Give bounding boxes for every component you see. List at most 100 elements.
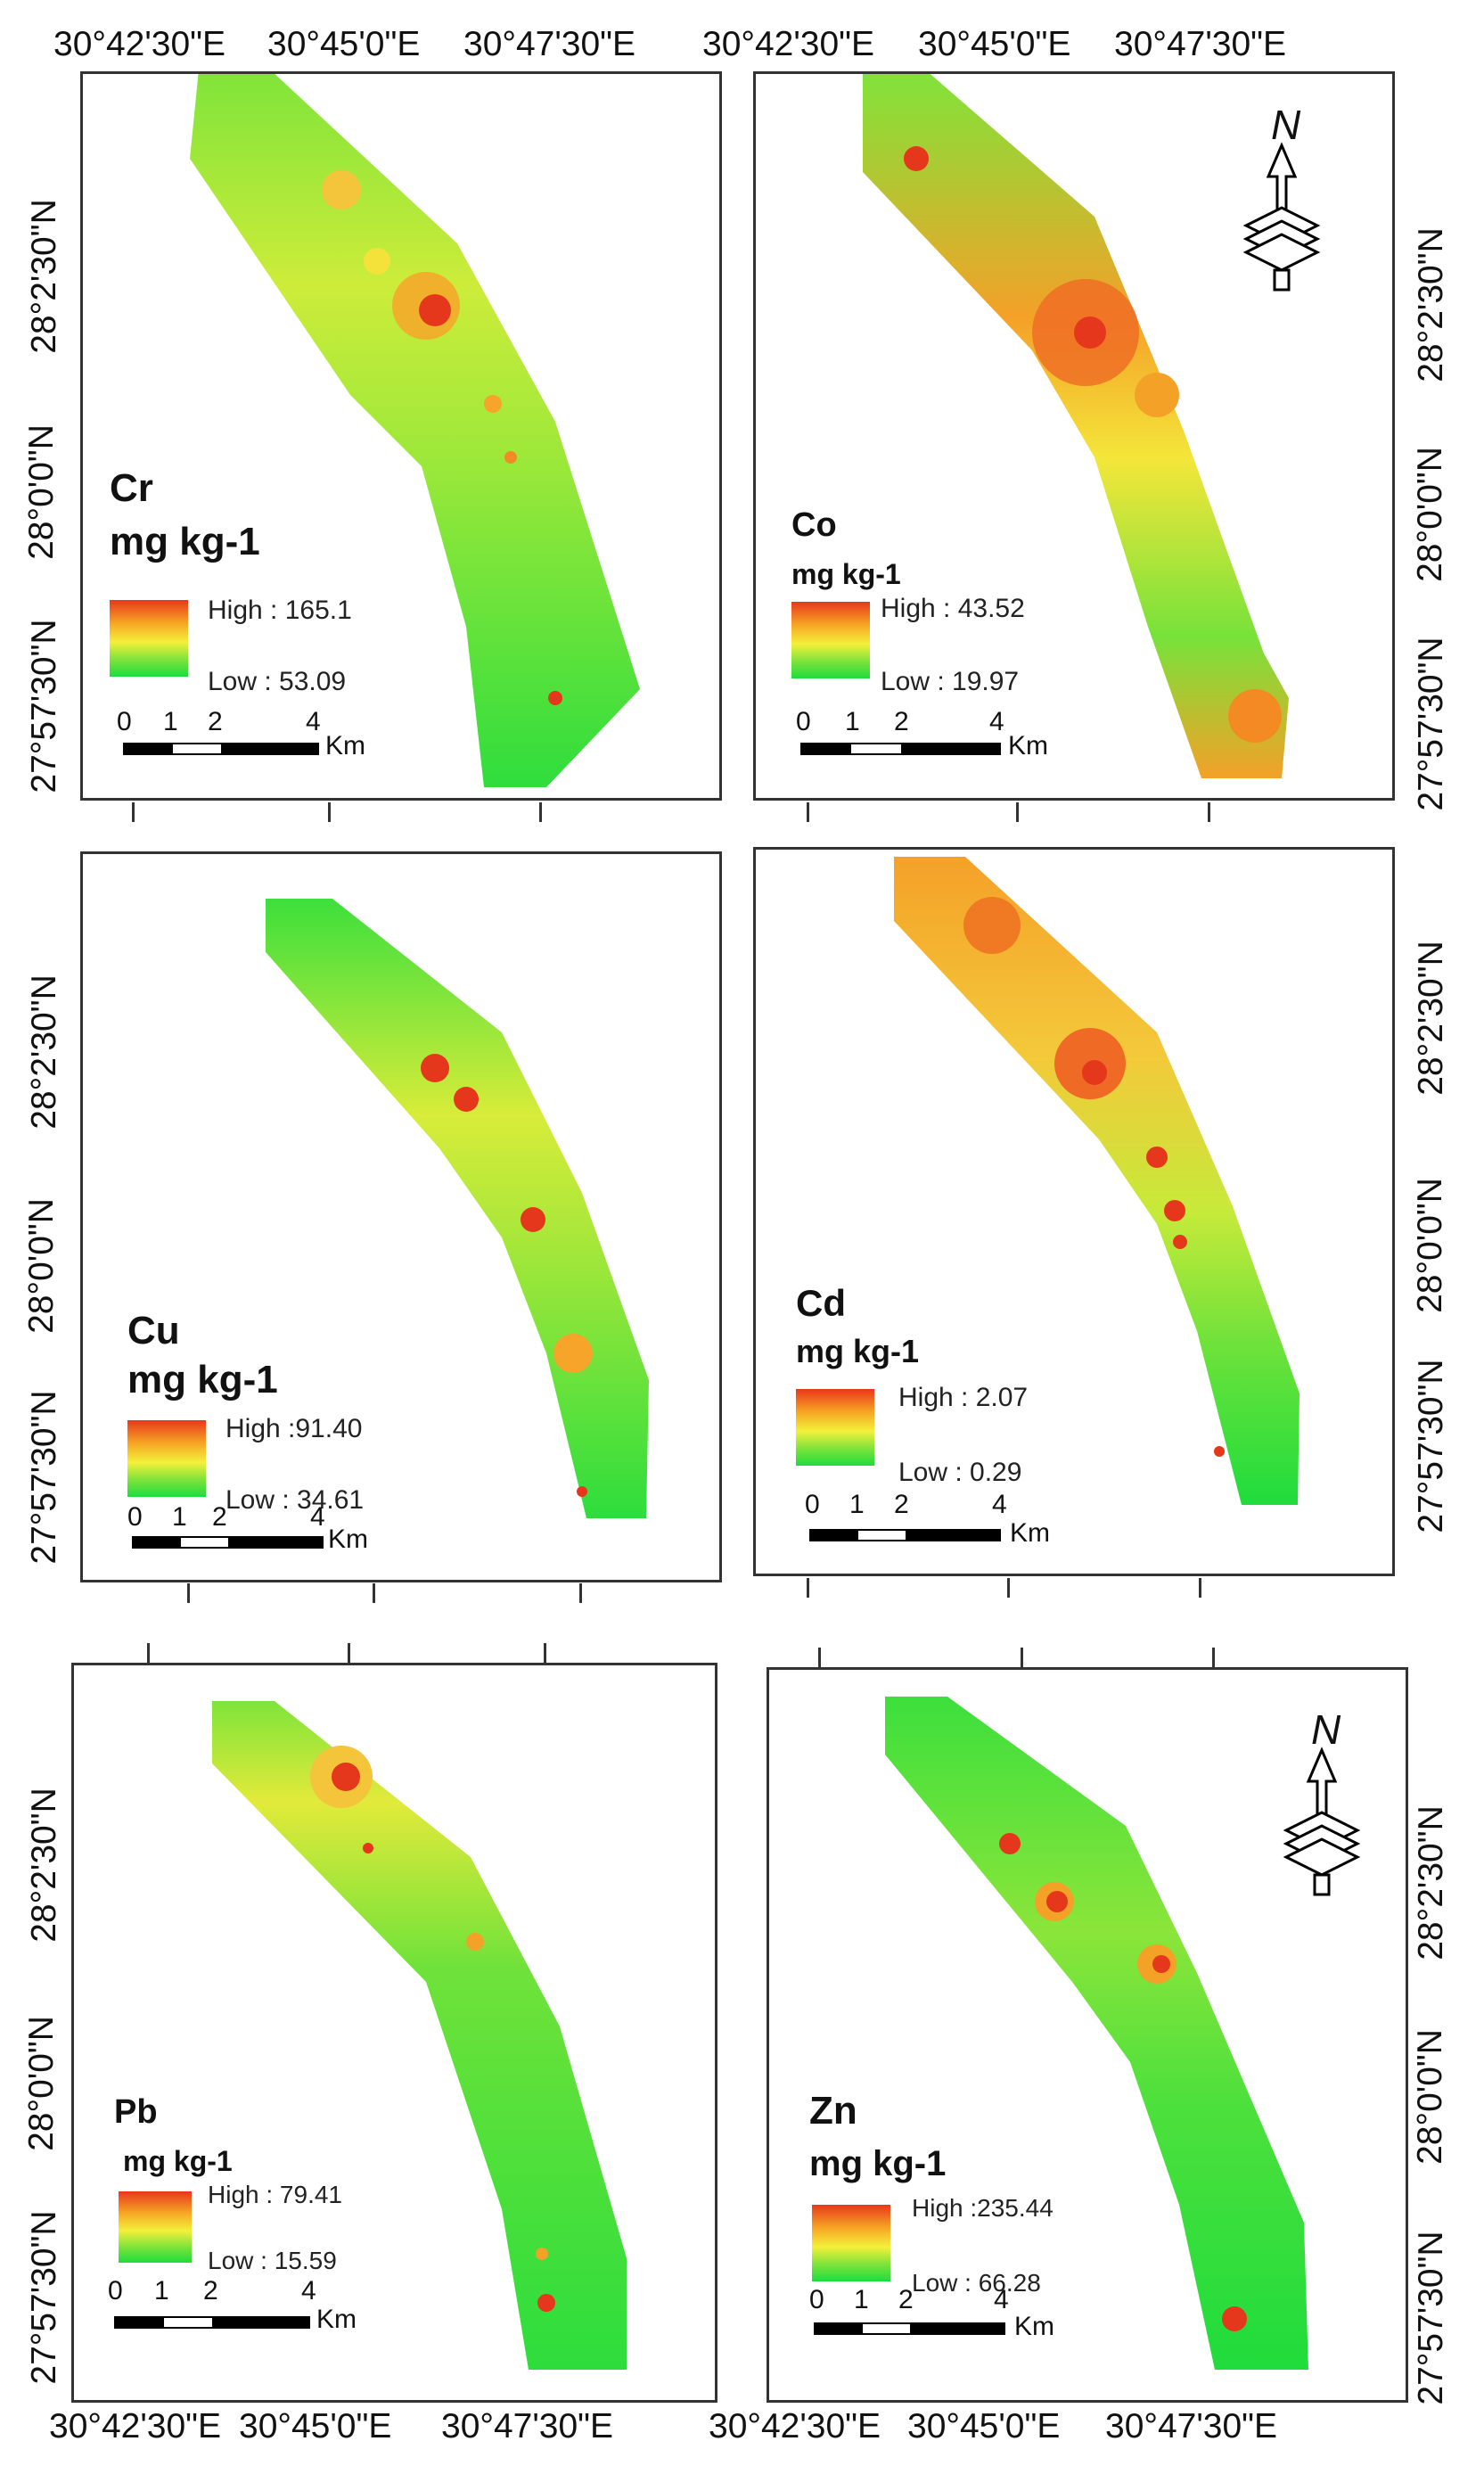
top-lon-label-4: 30°42'30"E	[702, 25, 875, 63]
north-arrow-icon	[1242, 142, 1321, 292]
scale-unit-cd: Km	[1010, 1518, 1050, 1548]
map-canvas-co	[863, 74, 1289, 778]
tick-mark	[187, 1583, 190, 1603]
north-arrow-label: N	[1311, 1706, 1341, 1753]
hotspot	[363, 1843, 373, 1853]
tick-mark	[373, 1583, 375, 1603]
hotspot	[332, 1763, 360, 1791]
tick-mark	[1007, 1578, 1010, 1598]
hotspot	[521, 1207, 545, 1232]
hotspot	[322, 170, 361, 210]
hotspot	[1135, 373, 1179, 417]
tick-mark	[807, 802, 809, 822]
hotspot	[577, 1486, 587, 1497]
lat-label-right-r3-c: 27°57'30"N	[1412, 2231, 1450, 2405]
lat-label-right-r1-c: 27°57'30"N	[1412, 637, 1450, 811]
scale-tick-2: 2	[898, 2285, 914, 2314]
legend-low-cd: Low : 0.29	[898, 1458, 1022, 1487]
map-panel-co: N Co mg kg-1 High : 43.52 Low : 19.97 0 …	[753, 71, 1395, 801]
bottom-lon-label-1: 30°42'30"E	[49, 2407, 222, 2445]
map-canvas-cd	[894, 857, 1300, 1505]
sampling-area-pb	[212, 1701, 627, 2370]
hotspot	[454, 1087, 479, 1112]
element-title-pb: Pb	[114, 2093, 158, 2131]
scale-bar-zn	[814, 2322, 1005, 2335]
element-title-zn: Zn	[809, 2089, 857, 2133]
unit-label-cu: mg kg-1	[127, 1358, 278, 1401]
tick-mark	[1208, 802, 1210, 822]
tick-mark	[544, 1643, 546, 1663]
lat-label-left-r3-a: 28°2'30"N	[25, 1788, 63, 1943]
tick-mark	[579, 1583, 582, 1603]
legend-high-cd: High : 2.07	[898, 1383, 1029, 1412]
bottom-lon-label-6: 30°47'30"E	[1105, 2407, 1278, 2445]
legend-high-co: High : 43.52	[881, 594, 1025, 623]
scale-tick-2: 2	[894, 707, 909, 736]
bottom-lon-label-3: 30°47'30"E	[441, 2407, 614, 2445]
hotspot	[466, 1933, 484, 1951]
scale-tick-0: 0	[805, 1490, 820, 1519]
hotspot	[1146, 1147, 1168, 1168]
lat-label-left-r1-b: 28°0'0"N	[22, 424, 61, 560]
hotspot	[1074, 316, 1106, 349]
scale-tick-0: 0	[127, 1502, 143, 1532]
scale-tick-1: 1	[854, 2285, 869, 2314]
lat-label-left-r3-b: 28°0'0"N	[22, 2016, 61, 2151]
scale-tick-0: 0	[809, 2285, 824, 2314]
tick-mark	[147, 1643, 150, 1663]
map-canvas-cr	[190, 74, 640, 787]
legend-low-zn: Low : 66.28	[912, 2269, 1041, 2297]
legend-swatch-zn	[812, 2205, 890, 2281]
element-title-cu: Cu	[127, 1309, 180, 1352]
hotspot	[904, 146, 929, 171]
scale-tick-2: 2	[212, 1502, 227, 1532]
scale-tick-4: 4	[994, 2285, 1009, 2314]
map-panel-cr: Cr mg kg-1 High : 165.1 Low : 53.09 0 1 …	[80, 71, 722, 801]
legend-high-cr: High : 165.1	[208, 596, 352, 625]
legend-high-pb: High : 79.41	[208, 2181, 342, 2208]
hotspot	[1152, 1955, 1170, 1973]
sampling-area-zn	[885, 1697, 1308, 2370]
legend-swatch-pb	[119, 2191, 192, 2263]
hotspot	[548, 691, 562, 705]
lat-label-left-r1-c: 27°57'30"N	[25, 619, 63, 793]
lat-label-right-r3-b: 28°0'0"N	[1411, 2029, 1449, 2165]
unit-label-cr: mg kg-1	[110, 520, 260, 563]
scale-tick-4: 4	[306, 707, 321, 736]
lat-label-left-r2-a: 28°2'30"N	[25, 974, 63, 1130]
element-title-cd: Cd	[796, 1282, 846, 1324]
bottom-lon-label-4: 30°42'30"E	[709, 2407, 881, 2445]
scale-tick-1: 1	[849, 1490, 865, 1519]
scale-unit-cu: Km	[328, 1525, 368, 1554]
hotspot	[484, 395, 502, 413]
scale-tick-1: 1	[845, 707, 860, 736]
hotspot	[1222, 2306, 1247, 2331]
lat-label-right-r2-c: 27°57'30"N	[1412, 1359, 1450, 1533]
element-title-cr: Cr	[110, 466, 153, 510]
scale-tick-4: 4	[310, 1502, 325, 1532]
lat-label-left-r1-a: 28°2'30"N	[25, 199, 63, 354]
scale-bar-cd	[809, 1529, 1001, 1541]
tick-mark	[1016, 802, 1019, 822]
top-lon-label-2: 30°45'0"E	[267, 25, 421, 63]
lat-label-left-r3-c: 27°57'30"N	[25, 2210, 63, 2385]
scale-bar-cr	[123, 743, 319, 755]
hotspot	[1164, 1200, 1185, 1221]
hotspot	[553, 1334, 593, 1373]
sampling-area-cd	[894, 857, 1300, 1505]
scale-tick-4: 4	[992, 1490, 1007, 1519]
hotspot	[504, 451, 517, 464]
map-canvas-zn	[885, 1697, 1308, 2370]
scale-unit-co: Km	[1008, 731, 1048, 760]
map-panel-cd: Cd mg kg-1 High : 2.07 Low : 0.29 0 1 2 …	[753, 847, 1395, 1576]
legend-swatch-cu	[127, 1420, 206, 1497]
tick-mark	[539, 802, 542, 822]
lat-label-right-r2-b: 28°0'0"N	[1411, 1178, 1449, 1313]
scale-tick-4: 4	[301, 2276, 316, 2306]
unit-label-co: mg kg-1	[791, 558, 901, 590]
north-arrow-label: N	[1271, 102, 1301, 148]
legend-swatch-co	[791, 602, 870, 678]
unit-label-pb: mg kg-1	[123, 2145, 233, 2177]
scale-unit-cr: Km	[325, 731, 365, 760]
lat-label-right-r1-a: 28°2'30"N	[1412, 227, 1450, 382]
